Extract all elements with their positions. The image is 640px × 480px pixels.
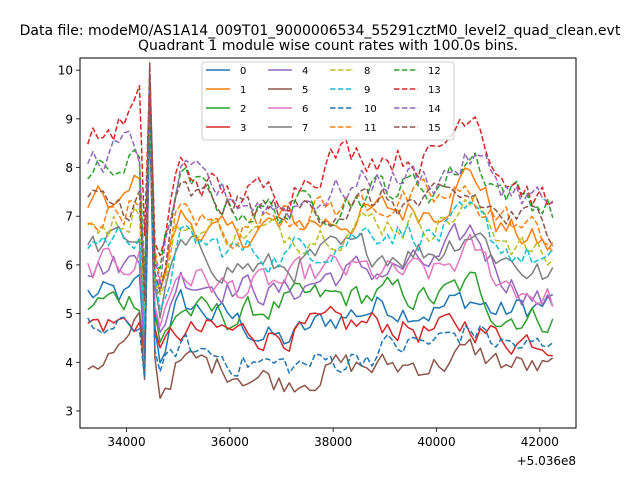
series-line-3 (87, 106, 553, 357)
legend-label-1: 1 (240, 85, 246, 96)
legend-label-13: 13 (428, 85, 441, 96)
plot-lines (87, 62, 554, 400)
series-line-1 (87, 126, 554, 290)
plot-frame (79, 57, 577, 429)
y-tick-label: 5 (65, 307, 73, 321)
legend-label-5: 5 (302, 85, 308, 96)
x-offset-label: +5.036e8 (517, 454, 576, 468)
y-tick-label: 10 (58, 64, 73, 78)
x-tick-label: 42000 (521, 435, 559, 449)
series-line-14 (87, 64, 553, 301)
series-line-4 (87, 115, 554, 359)
y-tick-label: 7 (65, 210, 73, 224)
x-tick-label: 40000 (417, 435, 455, 449)
legend-label-8: 8 (364, 66, 370, 77)
x-tick-label: 36000 (211, 435, 249, 449)
chart-title: Quadrant 1 module wise count rates with … (138, 38, 518, 54)
series-line-11 (87, 72, 554, 293)
y-tick-label: 3 (65, 404, 73, 418)
legend-label-6: 6 (302, 104, 308, 115)
y-axis: 3 4 5 6 7 8 9 10 (58, 64, 80, 418)
legend-label-2: 2 (240, 104, 246, 115)
legend-frame (201, 61, 455, 141)
series-line-5 (87, 108, 554, 400)
series-line-2 (87, 122, 554, 356)
series-line-12 (87, 90, 554, 280)
series-line-15 (87, 62, 554, 302)
series-line-10 (87, 89, 554, 379)
legend-label-14: 14 (428, 104, 441, 115)
legend-label-12: 12 (428, 66, 441, 77)
legend-label-10: 10 (364, 104, 377, 115)
series-line-8 (87, 111, 554, 313)
x-axis: 34000 36000 38000 40000 42000 (107, 428, 559, 449)
y-tick-label: 9 (65, 112, 73, 126)
legend-label-15: 15 (428, 123, 441, 134)
figure-suptitle: Data file: modeM0/AS1A14_009T01_90000065… (20, 23, 621, 39)
legend-label-7: 7 (302, 123, 308, 134)
series-line-6 (87, 105, 554, 329)
legend-label-9: 9 (364, 85, 370, 96)
series-line-13 (87, 77, 554, 257)
y-tick-label: 4 (65, 356, 73, 370)
legend-label-0: 0 (240, 66, 246, 77)
legend-label-11: 11 (364, 123, 377, 134)
y-tick-label: 6 (65, 258, 73, 272)
x-tick-label: 34000 (107, 435, 145, 449)
legend-label-4: 4 (302, 66, 308, 77)
legend-label-3: 3 (240, 123, 246, 134)
series-line-7 (87, 105, 554, 324)
y-tick-label: 8 (65, 161, 73, 175)
x-tick-label: 38000 (314, 435, 352, 449)
